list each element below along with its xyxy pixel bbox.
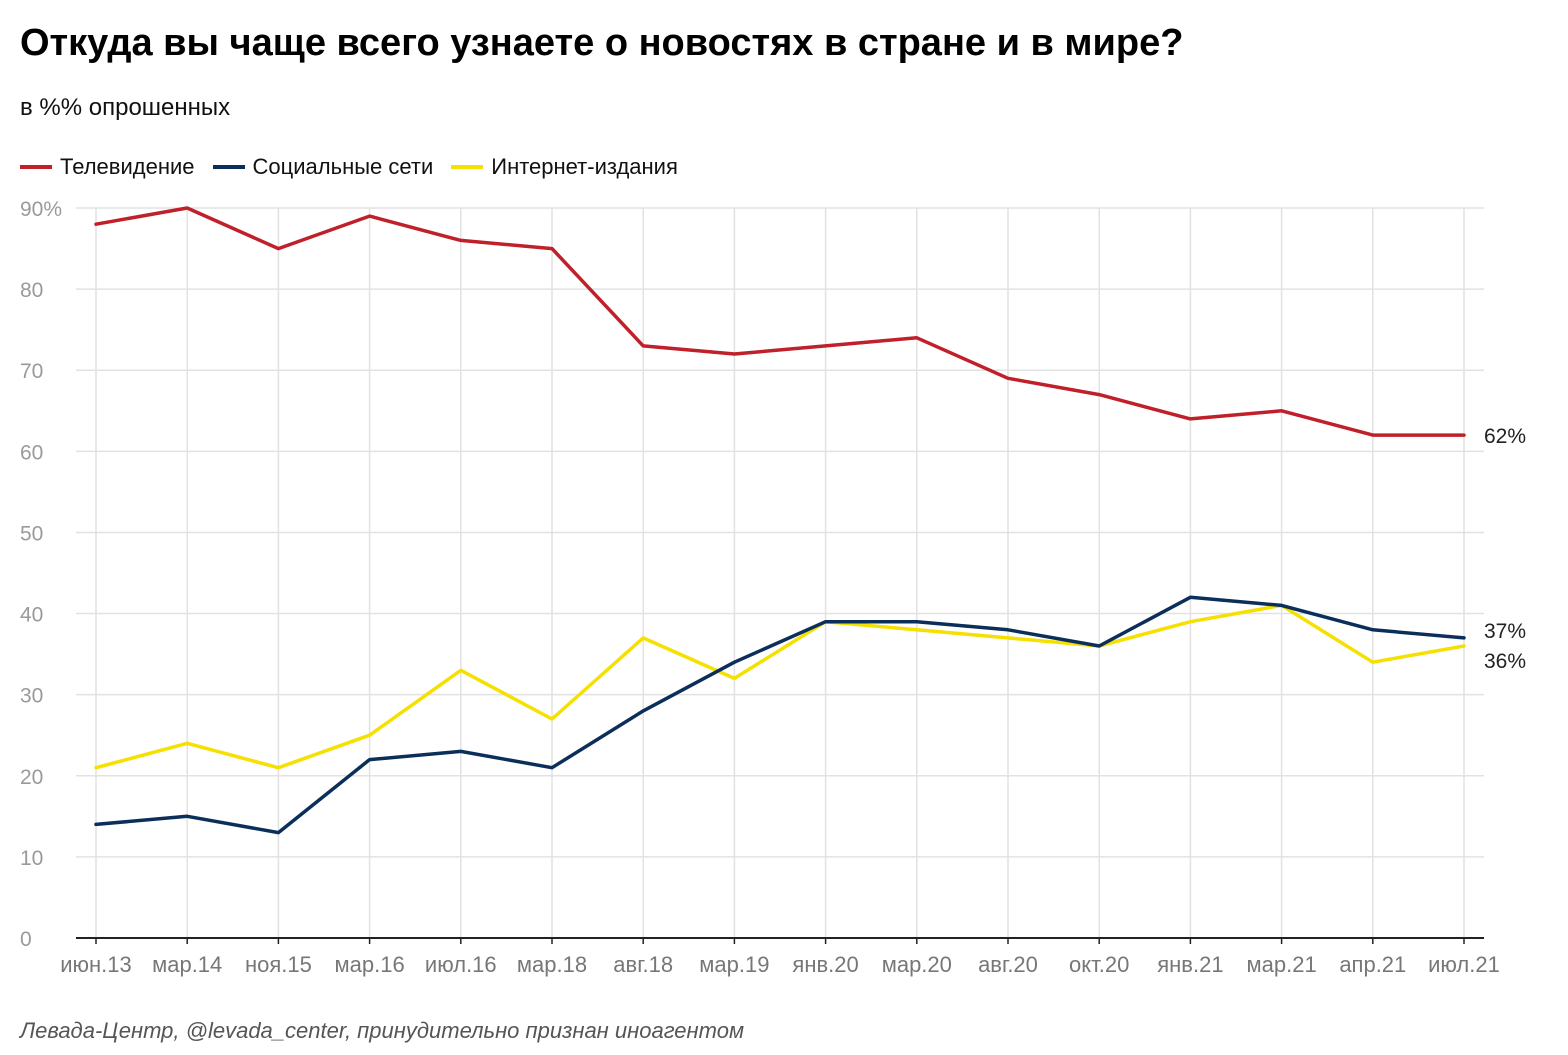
x-tick-label: апр.21	[1339, 952, 1406, 977]
x-tick-label: окт.20	[1069, 952, 1129, 977]
x-tick-label: янв.21	[1157, 952, 1223, 977]
x-tick-label: мар.18	[517, 952, 587, 977]
line-chart: 0 10 20 30 40 50 60 70 80 90% июн.13 мар.14 ноя.15 м…	[20, 198, 1526, 977]
y-tick-label: 60	[20, 441, 43, 464]
chart-subtitle: в %% опрошенных	[20, 94, 231, 121]
y-axis-ticks: 0 10 20 30 40 50 60 70 80 90%	[20, 198, 62, 951]
end-label-1: 37%	[1484, 620, 1526, 643]
x-tick-label: мар.14	[152, 952, 222, 977]
x-tick-label: мар.21	[1247, 952, 1317, 977]
x-tick-label: мар.19	[699, 952, 769, 977]
y-tick-label: 0	[20, 928, 32, 951]
end-label-2: 36%	[1484, 650, 1526, 673]
series-line-0	[94, 206, 1466, 437]
legend-label-internet: Интернет-издания	[491, 154, 678, 179]
source-caption: Левада-Центр, @levada_center, принудител…	[20, 1018, 745, 1043]
chart-series	[94, 206, 1466, 835]
y-tick-label: 40	[20, 604, 43, 627]
y-tick-label: 50	[20, 522, 43, 545]
x-axis-ticks: июн.13 мар.14 ноя.15 мар.16 июл.16 мар.18 авг.…	[60, 938, 1500, 977]
legend-item-tv: Телевидение	[20, 154, 195, 180]
y-tick-label: 30	[20, 685, 43, 708]
x-tick-label: мар.20	[882, 952, 952, 977]
x-tick-label: ноя.15	[245, 952, 312, 977]
chart-legend: Телевидение Социальные сети Интернет-изд…	[20, 154, 696, 180]
legend-swatch-tv	[20, 165, 52, 169]
y-tick-label: 80	[20, 279, 43, 302]
legend-swatch-internet	[451, 165, 484, 169]
legend-item-internet: Интернет-издания	[451, 154, 678, 180]
legend-item-social: Социальные сети	[212, 154, 434, 180]
chart-grid	[76, 207, 1484, 939]
x-tick-label: июн.13	[60, 952, 132, 977]
end-label-0: 62%	[1484, 425, 1526, 448]
x-tick-label: июл.16	[425, 952, 497, 977]
legend-label-social: Социальные сети	[252, 154, 434, 179]
x-tick-label: мар.16	[335, 952, 405, 977]
series-line-1	[94, 595, 1466, 835]
y-tick-label: 70	[20, 360, 43, 383]
series-end-labels: 62% 37% 36%	[1484, 425, 1526, 673]
legend-label-tv: Телевидение	[60, 154, 195, 179]
x-tick-label: авг.20	[978, 952, 1038, 977]
x-tick-label: июл.21	[1428, 952, 1500, 977]
legend-swatch-social	[212, 165, 245, 169]
y-tick-label: 10	[20, 847, 43, 870]
x-tick-label: янв.20	[792, 952, 858, 977]
chart-title: Откуда вы чаще всего узнаете о новостях …	[20, 22, 1184, 64]
x-tick-label: авг.18	[613, 952, 673, 977]
y-tick-label: 20	[20, 766, 43, 789]
series-line-2	[94, 603, 1466, 770]
y-tick-label: 90%	[20, 198, 62, 221]
